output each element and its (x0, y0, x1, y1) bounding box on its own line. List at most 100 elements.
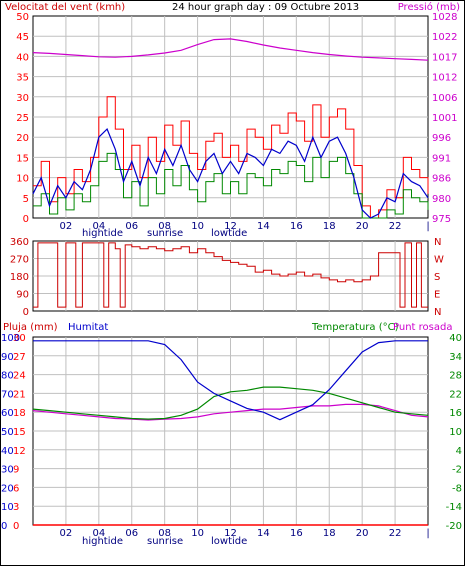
pressure-y-tick: 1022 (432, 32, 457, 43)
pressure-y-tick: 991 (432, 153, 451, 164)
x-tick-bottom: 02 (60, 528, 73, 539)
x-tick-top: 18 (323, 221, 336, 232)
pressure-y-tick: 1001 (432, 113, 457, 124)
grid-layer (33, 16, 428, 525)
rain-y-tick: 3 (13, 502, 19, 513)
pressure-y-tick: 1012 (432, 73, 457, 84)
pressure-y-tick: 1028 (432, 12, 457, 23)
humidity-y-tick: 100 (1, 333, 20, 344)
x-tick-top: 22 (389, 221, 402, 232)
x-tick-top: 12 (224, 221, 237, 232)
humidity-y-tick: 20 (1, 483, 14, 494)
x-tick-bottom: 20 (356, 528, 369, 539)
pressure-y-tick: 980 (432, 194, 451, 205)
rain-y-tick: 12 (13, 446, 26, 457)
humidity-series (33, 340, 428, 421)
direction-y-tick: 0 (23, 307, 29, 318)
humidity-axis-title: Humitat (68, 322, 108, 333)
x-tick-top: 02 (60, 221, 73, 232)
wind-y-tick: 45 (16, 32, 29, 43)
temperature-y-tick: 34 (449, 352, 462, 363)
direction-series (33, 242, 428, 308)
humidity-y-tick: 80 (1, 371, 14, 382)
pressure-y-tick: 996 (432, 133, 451, 144)
x-tick-bottom: 06 (125, 528, 138, 539)
direction-y-tick: 90 (16, 290, 29, 301)
x-tick-bottom: 12 (224, 528, 237, 539)
rain-y-tick: 30 (13, 333, 26, 344)
compass-tick: S (434, 272, 440, 283)
compass-tick: E (434, 290, 440, 301)
direction-y-tick: 270 (10, 255, 29, 266)
hightide-label-bottom: hightide (82, 536, 123, 547)
pressure-y-tick: 1006 (432, 93, 457, 104)
rain-y-tick: 9 (13, 465, 19, 476)
wind-avg-series (32, 128, 429, 219)
lowtide-label-top: lowtide (211, 228, 247, 239)
wind-y-tick: 15 (16, 153, 29, 164)
tick-labels: 5045403530252015105010281022101710121006… (1, 12, 462, 539)
temperature-y-tick: 28 (449, 371, 462, 382)
humidity-y-tick: 60 (1, 408, 14, 419)
temperature-y-tick: -2 (452, 465, 462, 476)
humidity-y-tick: 0 (1, 521, 7, 532)
rain-y-tick: 18 (13, 408, 26, 419)
lowtide-label-bottom: lowtide (211, 536, 247, 547)
x-tick-bottom: 10 (191, 528, 204, 539)
x-tick-bottom: 22 (389, 528, 402, 539)
temperature-series (32, 386, 429, 420)
wind-y-tick: 40 (16, 52, 29, 63)
direction-y-tick: 360 (10, 237, 29, 248)
wind-y-tick: 20 (16, 133, 29, 144)
sunrise-label-bottom: sunrise (147, 536, 183, 547)
rain-y-tick: 15 (13, 427, 26, 438)
x-tick-top: 20 (356, 221, 369, 232)
hightide-label-top: hightide (82, 228, 123, 239)
temperature-y-tick: 16 (449, 408, 462, 419)
humidity-y-tick: 30 (1, 465, 14, 476)
wind-y-tick: 0 (23, 214, 29, 225)
x-tick-top: 14 (257, 221, 270, 232)
pressure-y-tick: 975 (432, 214, 451, 225)
dewpoint-series (32, 403, 429, 421)
wind-y-tick: 10 (16, 174, 29, 185)
page-title: 24 hour graph day : 09 Octubre 2013 (172, 2, 359, 13)
x-tick-bottom: 04 (92, 528, 105, 539)
pressure-axis-title: Pressió (mb) (398, 1, 460, 13)
humidity-y-tick: 50 (1, 427, 14, 438)
pressure-y-tick: 986 (432, 174, 451, 185)
x-tick-top: 08 (158, 221, 171, 232)
direction-y-tick: 180 (10, 272, 29, 283)
x-tick-bottom: 14 (257, 528, 270, 539)
temperature-y-tick: -20 (446, 521, 462, 532)
x-tick-top: 16 (290, 221, 303, 232)
x-tick-bottom: 08 (158, 528, 171, 539)
dewpoint-axis-title: Punt rosada (393, 322, 452, 333)
compass-tick: W (434, 255, 444, 266)
temperature-y-tick: 22 (449, 389, 462, 400)
wind-y-tick: 25 (16, 113, 29, 124)
x-tick-top: 04 (92, 221, 105, 232)
pressure-y-tick: 1017 (432, 52, 457, 63)
temperature-y-tick: 40 (449, 333, 462, 344)
wind-min-series (33, 152, 429, 219)
x-tick-top: 06 (125, 221, 138, 232)
rain-y-tick: 6 (13, 483, 19, 494)
sunrise-label-top: sunrise (147, 228, 183, 239)
rain-y-tick: 0 (13, 521, 19, 532)
x-tick-bottom: 18 (323, 528, 336, 539)
compass-tick: N (434, 237, 441, 248)
rain-y-tick: 21 (13, 389, 26, 400)
x-tick-top: 10 (191, 221, 204, 232)
humidity-y-tick: 40 (1, 446, 14, 457)
humidity-y-tick: 10 (1, 502, 14, 513)
temperature-y-tick: 10 (449, 427, 462, 438)
temperature-y-tick: -8 (452, 483, 462, 494)
wind-y-tick: 5 (23, 194, 29, 205)
rain-y-tick: 27 (13, 352, 26, 363)
wind-y-tick: 50 (16, 12, 29, 23)
x-tick-top: | (426, 221, 429, 232)
rain-y-tick: 24 (13, 371, 26, 382)
temperature-y-tick: -14 (446, 502, 462, 513)
